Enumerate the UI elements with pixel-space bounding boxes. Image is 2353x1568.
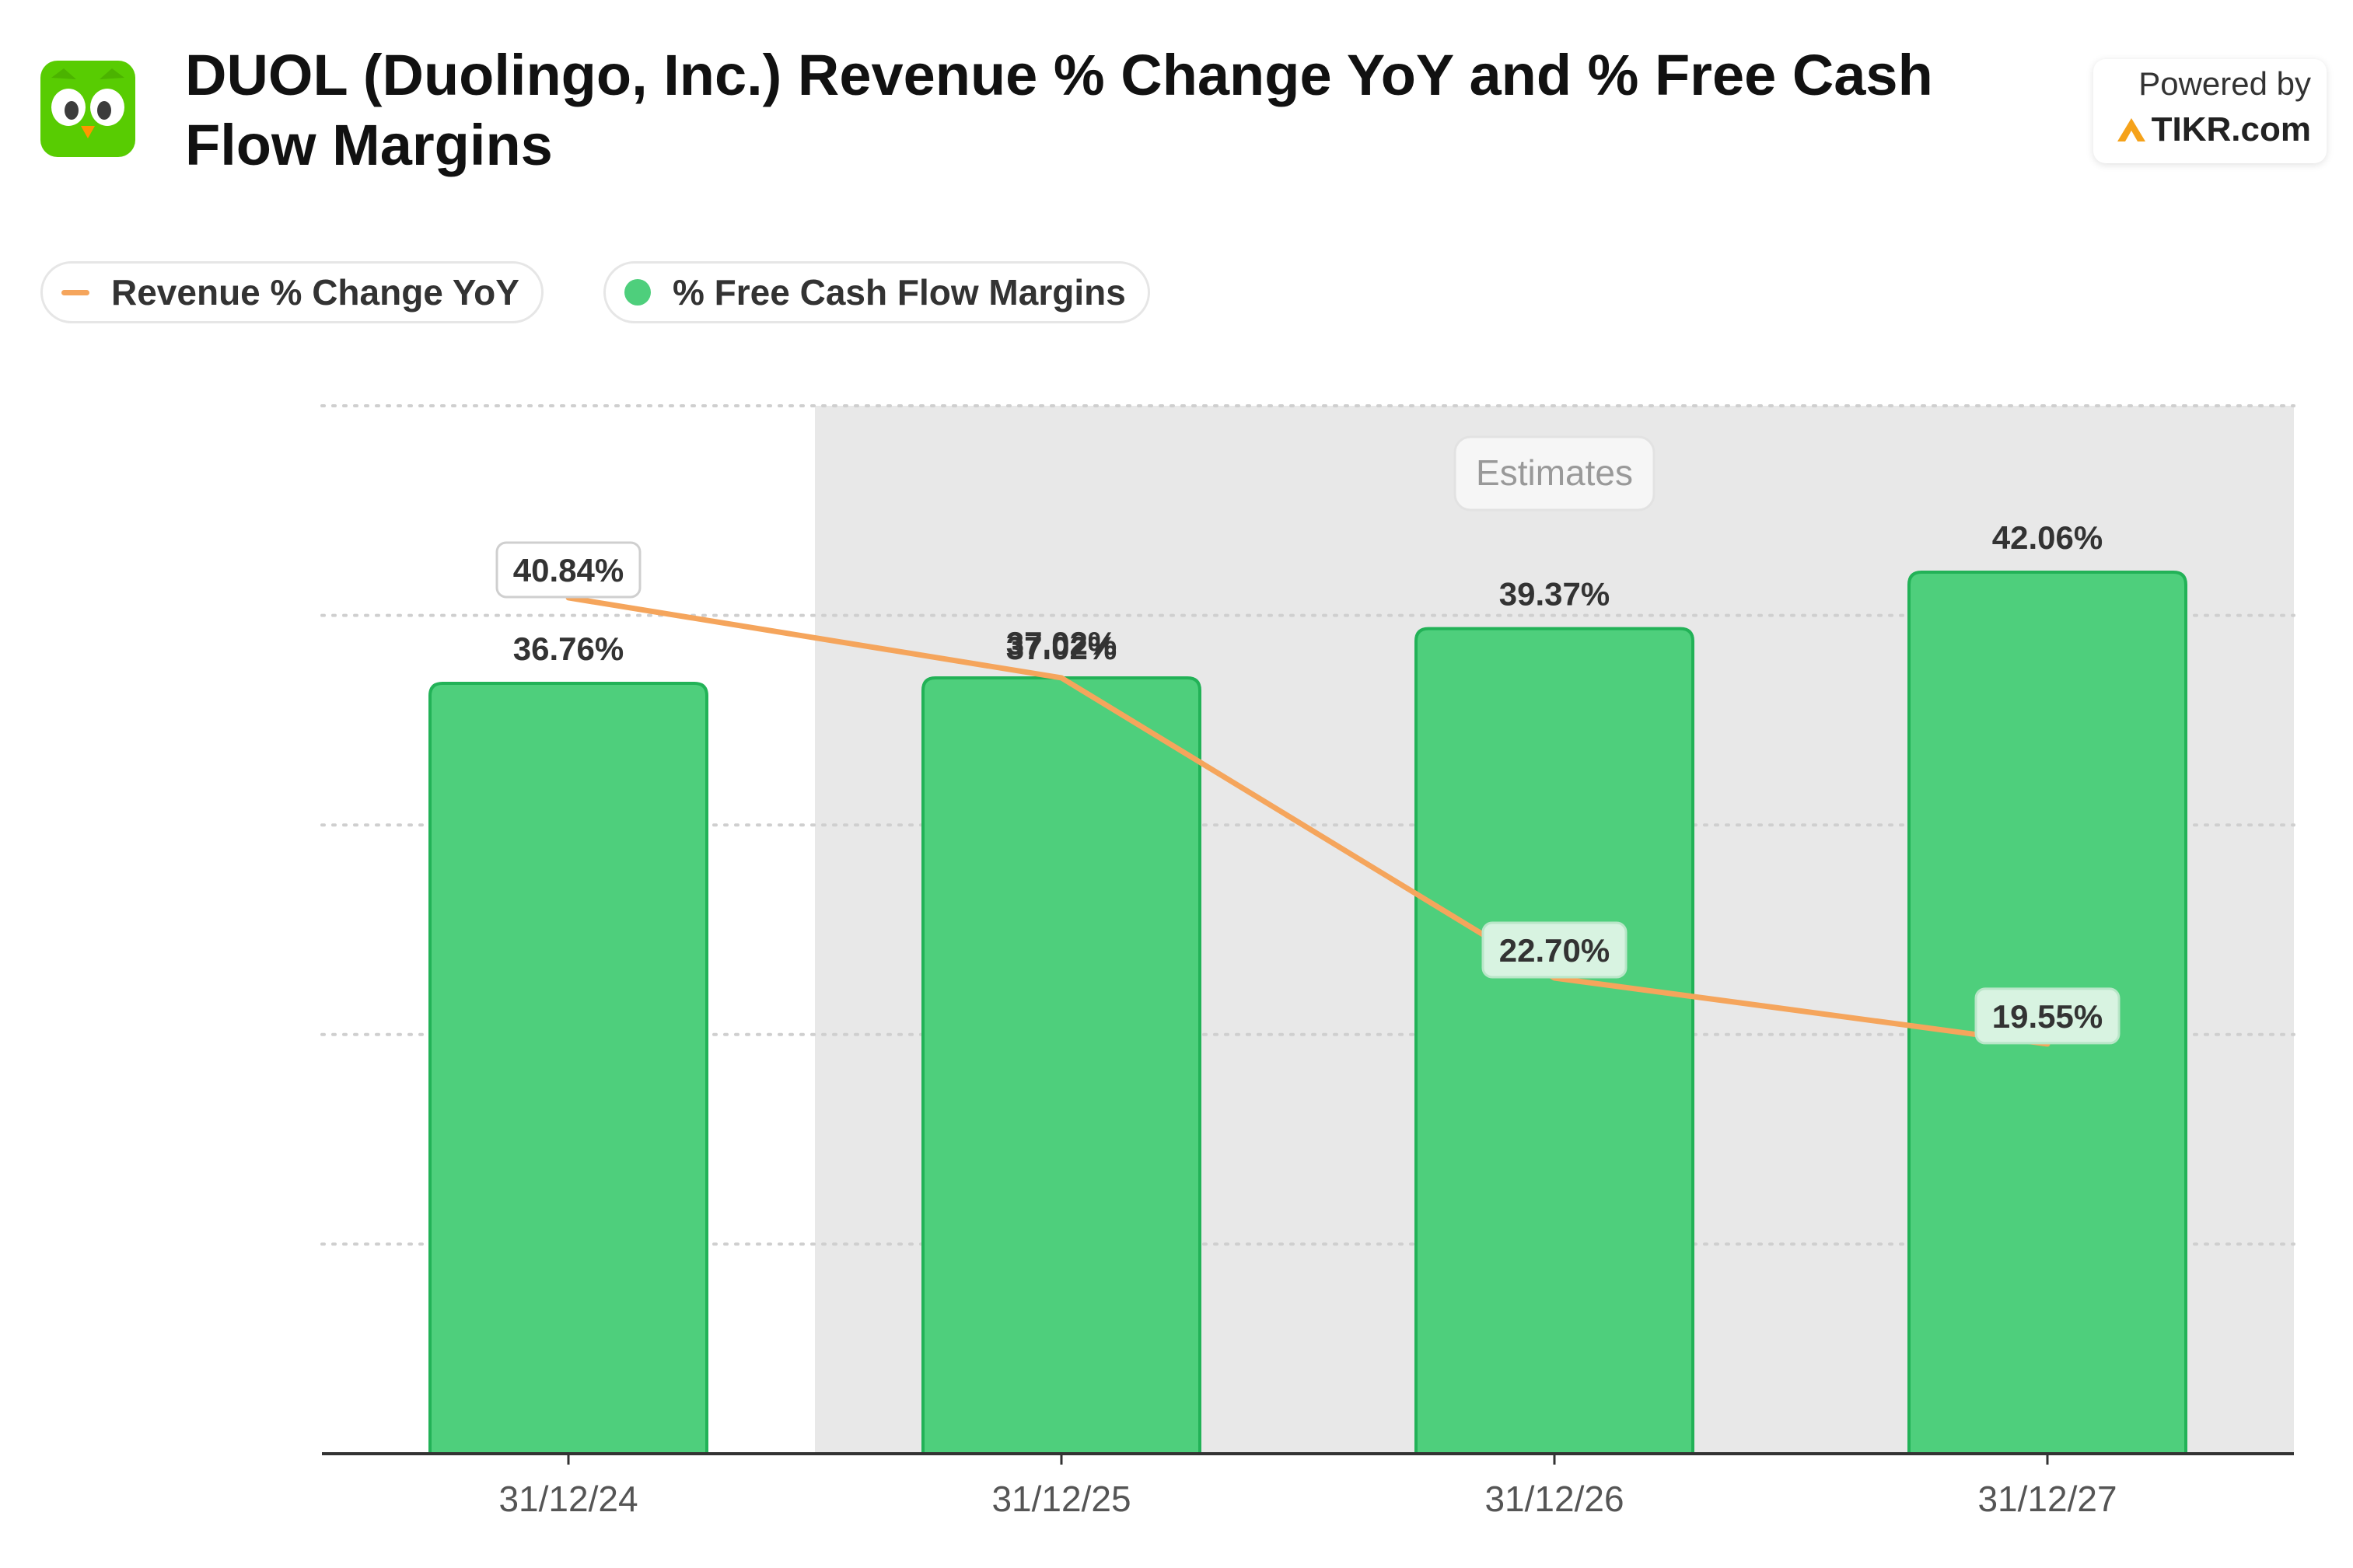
tikr-logo-icon xyxy=(2117,118,2145,141)
line-value-badge-bg xyxy=(1481,921,1628,979)
duolingo-owl-logo-icon xyxy=(40,61,135,157)
estimates-label: Estimates xyxy=(1476,452,1633,493)
x-tick-label: 31/12/27 xyxy=(1977,1479,2117,1519)
legend-label-fcf: % Free Cash Flow Margins xyxy=(673,272,1126,313)
line-value-badge: 19.55% xyxy=(1974,987,2120,1045)
bar-fcf xyxy=(1414,627,1694,1455)
line-revenue xyxy=(565,595,2051,1047)
line-value-label: 37.02% xyxy=(1006,630,1117,666)
legend-item-fcf[interactable]: % Free Cash Flow Margins xyxy=(603,261,1150,323)
bar-fcf xyxy=(921,676,1201,1455)
dot-swatch-icon xyxy=(624,279,651,306)
bar-fcf xyxy=(428,681,708,1455)
chart-title: DUOL (Duolingo, Inc.) Revenue % Change Y… xyxy=(185,43,1933,177)
powered-by-badge[interactable]: Powered by TIKR.com xyxy=(2093,59,2327,163)
bar-value-label: 36.76% xyxy=(513,630,624,667)
bar-value-label: 37.02% xyxy=(1006,625,1117,662)
line-value-label: 19.55% xyxy=(1992,998,2103,1035)
legend-label-revenue: Revenue % Change YoY xyxy=(111,272,519,313)
bar-value-label: 39.37% xyxy=(1499,576,1610,613)
line-value-badge-bg xyxy=(495,541,642,599)
estimates-badge-bg xyxy=(1453,435,1655,512)
line-value-badge: 22.70% xyxy=(1481,921,1628,979)
line-swatch-icon xyxy=(61,289,89,295)
line-value-badge-bg xyxy=(1974,987,2120,1045)
tikr-brand-label: TIKR.com xyxy=(2151,110,2311,148)
bar-value-label: 42.06% xyxy=(1992,519,2103,556)
legend-item-revenue[interactable]: Revenue % Change YoY xyxy=(40,261,544,323)
powered-by-label: Powered by xyxy=(2138,65,2311,102)
x-tick-label: 31/12/25 xyxy=(991,1479,1131,1519)
estimates-badge: Estimates xyxy=(1453,435,1655,512)
line-value-badge: 40.84% xyxy=(495,541,642,599)
line-value-label: 40.84% xyxy=(513,552,624,588)
x-tick-label: 31/12/24 xyxy=(498,1479,638,1519)
line-value-label: 22.70% xyxy=(1499,932,1610,969)
tikr-brand: TIKR.com xyxy=(2116,110,2311,149)
x-tick-label: 31/12/26 xyxy=(1484,1479,1624,1519)
